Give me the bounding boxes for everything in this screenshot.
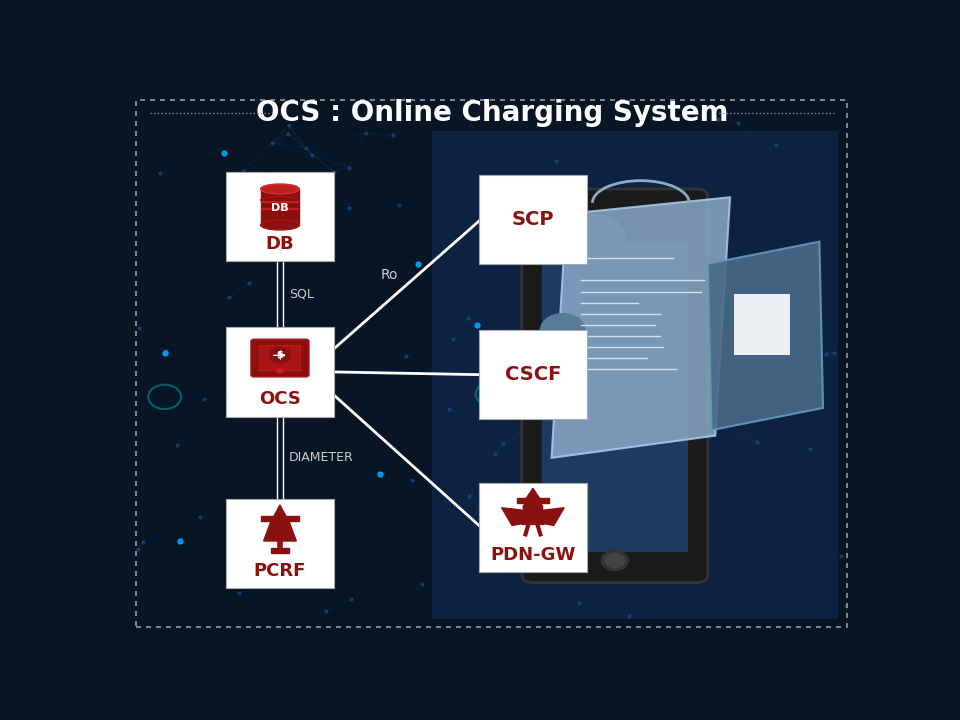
Polygon shape (502, 508, 525, 526)
FancyBboxPatch shape (226, 172, 334, 261)
FancyBboxPatch shape (432, 131, 838, 618)
Text: DB: DB (266, 235, 295, 253)
Circle shape (605, 553, 624, 567)
FancyBboxPatch shape (251, 339, 309, 377)
Text: CSCF: CSCF (505, 365, 561, 384)
FancyBboxPatch shape (479, 482, 588, 572)
Text: SCP: SCP (512, 210, 554, 229)
FancyBboxPatch shape (733, 294, 789, 355)
FancyBboxPatch shape (479, 330, 588, 419)
FancyBboxPatch shape (259, 346, 300, 371)
Polygon shape (708, 242, 823, 430)
FancyBboxPatch shape (516, 498, 549, 503)
Text: SQL: SQL (289, 288, 314, 301)
FancyBboxPatch shape (541, 242, 687, 552)
Circle shape (277, 369, 283, 373)
FancyBboxPatch shape (226, 328, 334, 417)
Polygon shape (540, 508, 564, 526)
FancyBboxPatch shape (261, 516, 299, 521)
Text: Ro: Ro (380, 268, 397, 282)
Polygon shape (522, 510, 544, 524)
Polygon shape (264, 521, 297, 541)
Circle shape (540, 314, 585, 347)
Polygon shape (274, 505, 286, 516)
FancyBboxPatch shape (271, 548, 289, 553)
Text: DB: DB (271, 203, 289, 213)
Text: PCRF: PCRF (253, 562, 306, 580)
Polygon shape (525, 488, 540, 500)
Ellipse shape (260, 184, 300, 194)
FancyBboxPatch shape (479, 175, 588, 264)
Text: OCS: OCS (259, 390, 300, 408)
Ellipse shape (260, 220, 300, 230)
Text: OCS : Online Charging System: OCS : Online Charging System (255, 99, 729, 127)
Text: DIAMETER: DIAMETER (289, 451, 353, 464)
FancyBboxPatch shape (226, 499, 334, 588)
FancyBboxPatch shape (260, 189, 300, 225)
Circle shape (523, 500, 542, 515)
Text: $: $ (276, 351, 283, 360)
Text: PDN-GW: PDN-GW (491, 546, 576, 564)
Circle shape (568, 215, 624, 257)
Polygon shape (551, 197, 730, 458)
Circle shape (601, 550, 628, 570)
Circle shape (270, 348, 290, 363)
FancyBboxPatch shape (522, 189, 708, 582)
Ellipse shape (260, 197, 300, 204)
